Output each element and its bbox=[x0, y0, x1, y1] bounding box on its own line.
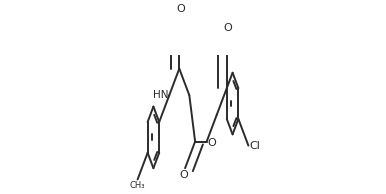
Text: O: O bbox=[207, 138, 216, 148]
Text: O: O bbox=[176, 4, 185, 14]
Text: Cl: Cl bbox=[249, 141, 260, 151]
Text: HN: HN bbox=[153, 90, 169, 100]
Text: O: O bbox=[179, 170, 188, 180]
Text: O: O bbox=[224, 23, 232, 33]
Text: CH₃: CH₃ bbox=[130, 181, 146, 190]
